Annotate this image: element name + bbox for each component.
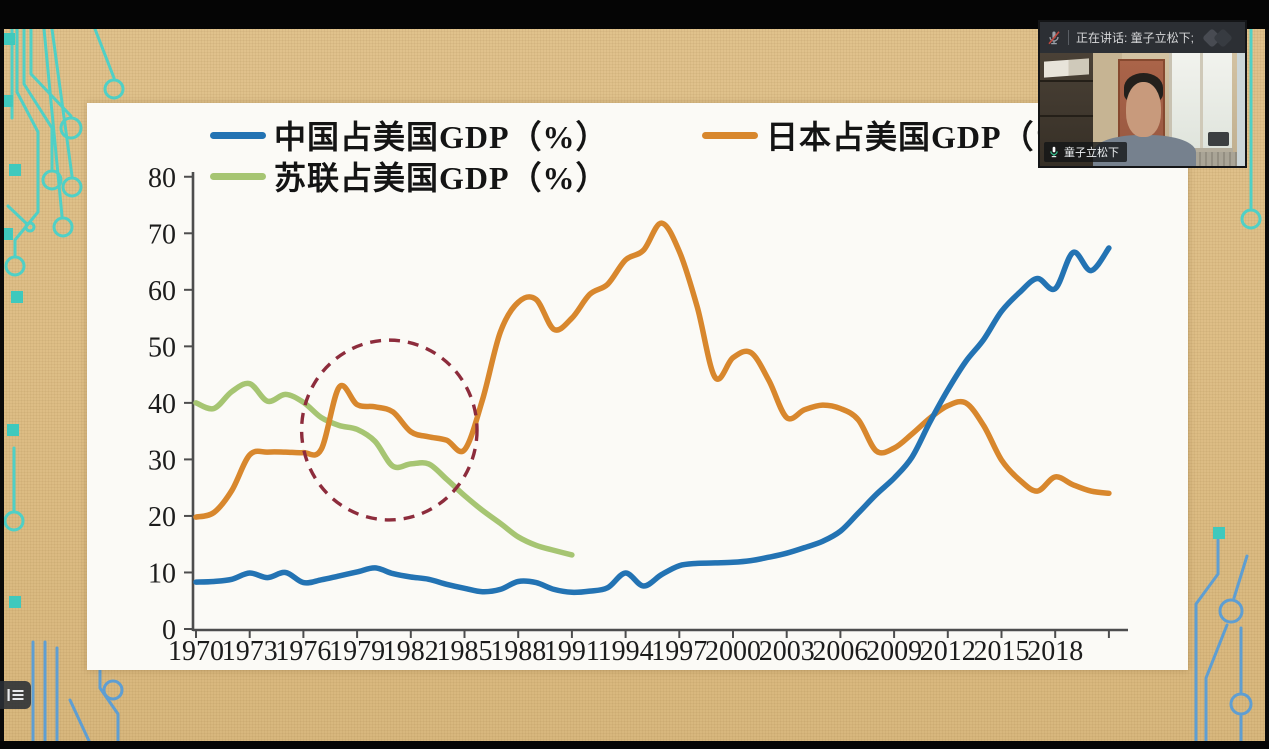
circuit-trace — [29, 27, 73, 118]
shelf-documents — [1044, 58, 1090, 78]
circuit-pad-square — [1, 228, 13, 240]
desk-object — [1208, 132, 1229, 146]
shelf-line — [1040, 115, 1094, 118]
participant-video-panel[interactable]: 正在讲话: 童子立松下; 童子 — [1038, 20, 1247, 168]
video-header: 正在讲话: 童子立松下; — [1040, 22, 1245, 53]
circuit-node-ring — [1240, 208, 1262, 230]
header-divider — [1068, 30, 1069, 45]
circuit-trace — [1194, 538, 1220, 743]
circuit-trace — [1232, 554, 1249, 600]
legend-label-soviet: 苏联占美国GDP（%） — [274, 160, 609, 196]
legend-item-china: 中国占美国GDP（%） — [210, 112, 609, 158]
circuit-node-ring — [1229, 692, 1253, 716]
circuit-trace — [93, 27, 116, 80]
sidebar-toggle-button[interactable] — [0, 681, 31, 709]
circuit-node-ring — [3, 510, 25, 532]
circuit-trace — [50, 27, 74, 178]
circuit-node-ring — [59, 116, 83, 140]
circuit-node-ring — [41, 169, 63, 191]
circuit-pad-square — [3, 33, 15, 45]
speaking-now-label: 正在讲话: 童子立松下; — [1076, 31, 1195, 45]
circuit-node-ring — [103, 78, 125, 100]
legend-swatch-soviet — [210, 172, 266, 180]
expand-list-icon — [7, 688, 24, 702]
participant-name-tag: 童子立松下 — [1044, 142, 1127, 162]
shelf-line — [1040, 80, 1094, 83]
legend-swatch-china — [210, 131, 266, 139]
circuit-trace — [1204, 623, 1229, 743]
circuit-node-ring — [102, 679, 124, 701]
circuit-node-ring — [52, 216, 74, 238]
circuit-node-ring — [1218, 598, 1244, 624]
circuit-trace — [22, 27, 54, 172]
window-frame-bar — [1199, 53, 1203, 151]
legend-label-china: 中国占美国GDP（%） — [274, 119, 609, 155]
participant-face — [1126, 82, 1161, 137]
screen-right-edge — [1265, 0, 1269, 749]
circuit-node-ring — [4, 255, 26, 277]
wall-right-sliver — [1236, 53, 1245, 166]
circuit-pad-square — [1, 95, 13, 107]
mic-on-icon — [1048, 146, 1060, 158]
participant-name-label: 童子立松下 — [1064, 147, 1119, 159]
circuit-node-ring — [61, 176, 83, 198]
circuit-pad-square — [11, 291, 23, 303]
meeting-app-logo-icon — [1202, 27, 1239, 48]
circuit-pad-square — [9, 164, 21, 176]
mic-muted-icon — [1046, 30, 1062, 46]
circuit-trace — [13, 27, 40, 258]
circuit-pad-square — [7, 424, 19, 436]
participant-webcam-video[interactable]: 童子立松下 — [1040, 53, 1245, 166]
legend-swatch-japan — [702, 131, 758, 139]
window-sill — [1169, 147, 1233, 152]
screen-left-edge — [0, 0, 4, 749]
circuit-trace — [6, 204, 29, 226]
circuit-pad-square — [1213, 527, 1225, 539]
circuit-trace — [68, 698, 91, 743]
circuit-pad-square — [9, 596, 21, 608]
letterbox-bottom-bar — [0, 741, 1269, 749]
circuit-node-ring — [24, 221, 36, 233]
legend-item-soviet: 苏联占美国GDP（%） — [210, 153, 609, 199]
